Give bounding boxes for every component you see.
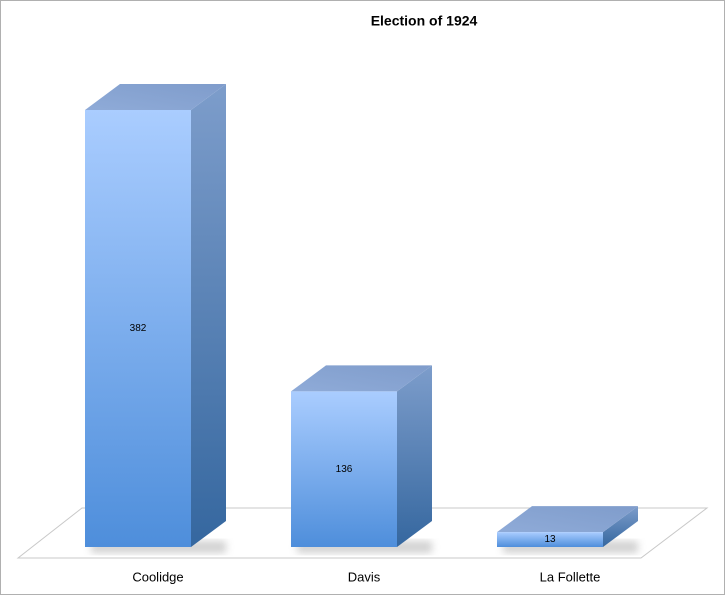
value-label: 136 xyxy=(336,464,353,475)
bar-top xyxy=(85,84,226,110)
bar-side xyxy=(397,365,432,547)
value-label: 13 xyxy=(544,534,556,545)
bar xyxy=(291,391,397,547)
x-tick-label: Coolidge xyxy=(132,569,183,584)
bar xyxy=(85,110,191,547)
bar-side xyxy=(191,84,226,547)
bar-side xyxy=(603,506,638,547)
bar-top xyxy=(497,506,638,533)
bars: 382 Coolidge 136 Davis 13 La Follette xyxy=(85,84,638,584)
bar xyxy=(497,532,603,547)
chart-title: Election of 1924 xyxy=(371,13,478,29)
x-tick-label: La Follette xyxy=(540,569,601,584)
value-label: 382 xyxy=(130,323,147,334)
x-tick-label: Davis xyxy=(348,569,381,584)
bar-top xyxy=(291,365,432,392)
